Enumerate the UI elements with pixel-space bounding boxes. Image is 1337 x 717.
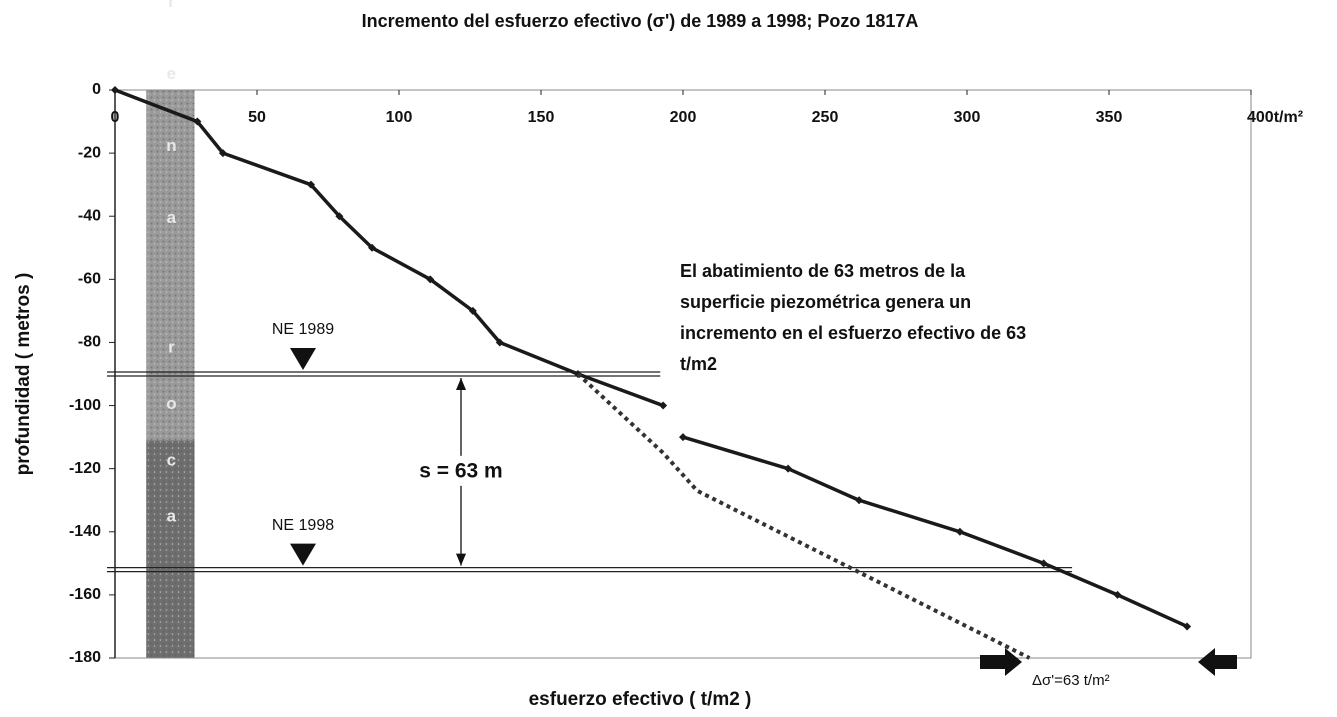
data-point: [218, 149, 227, 158]
x-tick-label: 200: [670, 109, 697, 126]
annotation: El abatimiento de 63 metros de la superfi…: [680, 261, 1026, 374]
annotation-line: t/m2: [680, 354, 717, 374]
y-tick-label: 0: [92, 81, 101, 98]
data-point: [306, 180, 315, 189]
data-point: [855, 496, 864, 505]
x-axis-label: esfuerzo efectivo ( t/m2 ): [529, 689, 752, 710]
arrow-head: [456, 553, 466, 566]
level-marker: [290, 543, 316, 566]
stratum-texture: [146, 90, 195, 441]
x-tick-label: 100: [386, 109, 413, 126]
annotation-line: El abatimiento de 63 metros de la: [680, 261, 966, 281]
y-tick-label: -40: [78, 207, 101, 224]
data-point: [426, 275, 435, 284]
stratum-label: roca: [162, 337, 181, 563]
data-point: [335, 212, 344, 221]
label-bg: [405, 455, 525, 486]
data-point: [955, 527, 964, 536]
data-point: [679, 433, 687, 442]
series-line: [114, 88, 1188, 629]
level-label: NE 1998: [272, 517, 334, 534]
data-point: [659, 401, 668, 410]
x-tick-label: 400t/m²: [1247, 109, 1303, 126]
y-tick-label: -100: [69, 397, 101, 414]
data-point: [784, 464, 793, 473]
x-tick-label: 250: [812, 109, 839, 126]
data-point: [495, 338, 504, 347]
data-point: [1039, 559, 1048, 568]
delta-arrow: [1198, 648, 1237, 676]
y-tick-label: -60: [78, 271, 101, 288]
data-point: [1113, 590, 1122, 599]
annotation-line: superficie piezométrica genera un: [680, 292, 971, 312]
x-tick-label: 150: [528, 109, 555, 126]
x-tick-label: 0: [111, 109, 120, 126]
data-point: [1183, 622, 1192, 631]
data-point: [368, 243, 377, 252]
y-tick-label: -140: [69, 523, 101, 540]
annotation-line: incremento en el esfuerzo efectivo de 63: [680, 323, 1026, 343]
x-tick-label: 350: [1096, 109, 1123, 126]
y-tick-label: -120: [69, 460, 101, 477]
stratum-label: arena: [162, 0, 181, 280]
y-tick-label: -80: [78, 334, 101, 351]
y-tick-label: -160: [69, 586, 101, 603]
drawdown-label: s = 63 m: [419, 459, 502, 482]
level-label: NE 1989: [272, 321, 334, 338]
y-tick-label: -180: [69, 649, 101, 666]
delta-arrow: [980, 648, 1022, 676]
arrow-head: [456, 378, 466, 390]
series-line: [576, 372, 1031, 660]
y-tick-label: -20: [78, 144, 101, 161]
data-point: [193, 117, 202, 126]
y-axis-label: profundidad ( metros ): [13, 273, 34, 476]
data-point: [111, 86, 119, 94]
x-tick-label: 300: [954, 109, 981, 126]
data-point: [468, 306, 477, 315]
x-tick-label: 50: [248, 109, 266, 126]
chart-title: Incremento del esfuerzo efectivo (σ') de…: [362, 11, 919, 31]
delta-label: Δσ'=63 t/m²: [1032, 672, 1110, 689]
stratum-texture: [146, 440, 195, 658]
level-marker: [290, 348, 316, 370]
